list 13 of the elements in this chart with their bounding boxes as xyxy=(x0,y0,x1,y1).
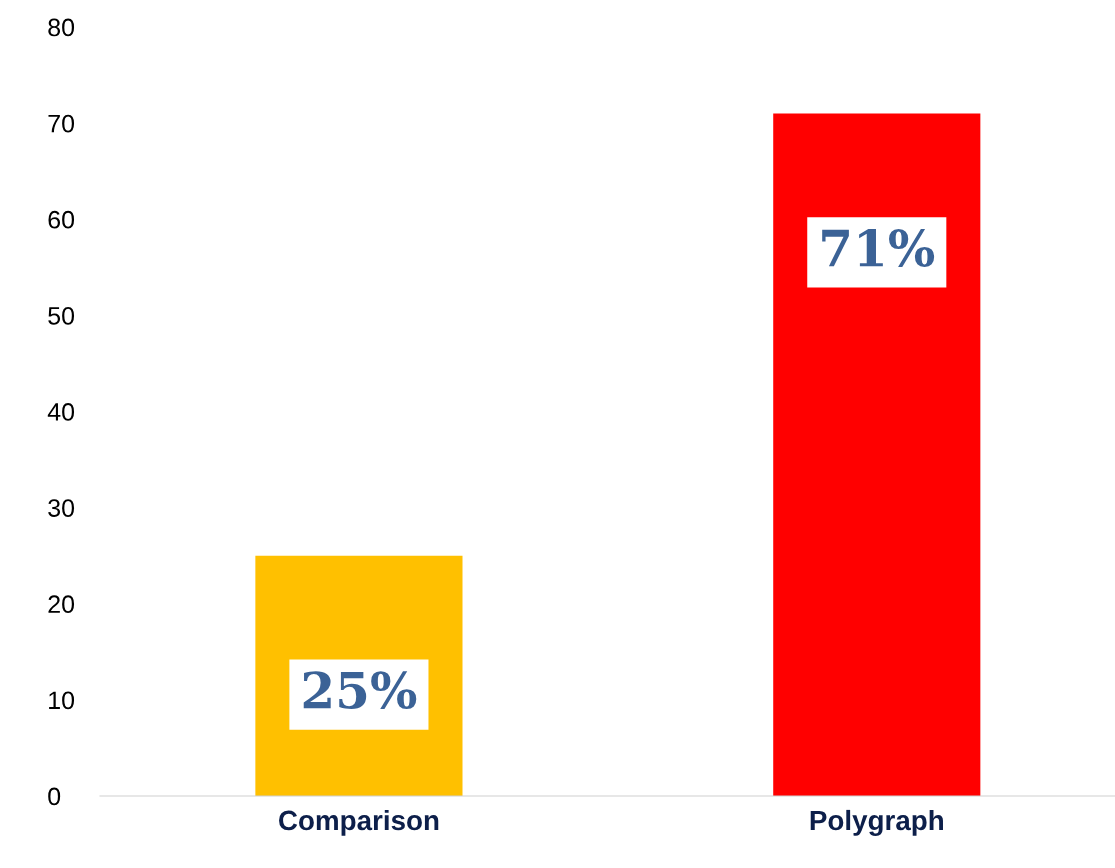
y-tick-label: 40 xyxy=(47,403,75,421)
y-tick-label: 60 xyxy=(48,210,75,229)
x-tick-label: Comparison xyxy=(279,809,439,836)
y-tick-label: 10 xyxy=(49,691,75,710)
y-tick-label: 0 xyxy=(48,787,61,806)
data-label: 71% xyxy=(822,229,935,267)
y-tick-label: 80 xyxy=(48,18,75,37)
x-tick-label: Polygraph xyxy=(810,809,943,836)
y-tick-label: 70 xyxy=(48,114,75,133)
y-tick-label: 20 xyxy=(48,595,75,614)
data-label: 25% xyxy=(303,671,417,710)
y-tick-label: 30 xyxy=(48,499,75,517)
y-tick-label: 50 xyxy=(48,306,75,325)
